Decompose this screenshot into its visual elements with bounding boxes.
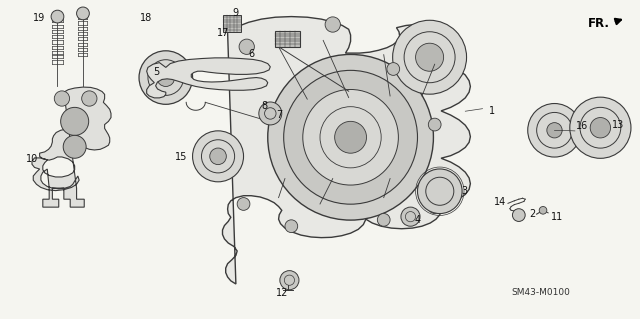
Text: 14: 14 — [494, 197, 506, 207]
Circle shape — [417, 169, 462, 213]
Circle shape — [54, 91, 70, 106]
Text: 15: 15 — [175, 152, 188, 162]
Circle shape — [325, 17, 340, 32]
Text: SM43-M0100: SM43-M0100 — [511, 288, 570, 297]
Text: 8: 8 — [261, 101, 268, 111]
FancyBboxPatch shape — [223, 15, 241, 33]
Text: 10: 10 — [26, 154, 38, 164]
Text: 6: 6 — [248, 49, 254, 59]
Text: 4: 4 — [414, 215, 420, 226]
Circle shape — [387, 63, 399, 75]
Circle shape — [303, 89, 398, 185]
Circle shape — [210, 148, 227, 165]
Text: FR.: FR. — [588, 17, 610, 30]
Text: 3: 3 — [461, 186, 468, 196]
Circle shape — [401, 207, 420, 226]
Text: 1: 1 — [489, 106, 495, 116]
Circle shape — [193, 131, 244, 182]
Text: 18: 18 — [140, 13, 152, 23]
Circle shape — [528, 104, 581, 157]
Text: 17: 17 — [217, 28, 230, 38]
Polygon shape — [147, 58, 270, 98]
Text: 13: 13 — [612, 120, 624, 130]
Text: 5: 5 — [153, 67, 159, 77]
Circle shape — [139, 51, 193, 104]
Circle shape — [82, 91, 97, 106]
Circle shape — [237, 197, 250, 210]
Circle shape — [77, 7, 90, 20]
Circle shape — [157, 69, 175, 86]
Text: 11: 11 — [550, 212, 563, 222]
Circle shape — [428, 201, 441, 213]
Circle shape — [51, 10, 64, 23]
Text: 12: 12 — [276, 288, 288, 298]
Circle shape — [335, 121, 367, 153]
Circle shape — [268, 55, 433, 220]
Circle shape — [239, 39, 254, 55]
Polygon shape — [223, 17, 470, 284]
Text: 7: 7 — [276, 110, 283, 120]
FancyBboxPatch shape — [275, 31, 300, 47]
Circle shape — [547, 122, 562, 138]
Text: 2: 2 — [529, 209, 535, 219]
Circle shape — [378, 213, 390, 226]
Circle shape — [61, 108, 89, 135]
Circle shape — [63, 135, 86, 158]
Circle shape — [284, 70, 417, 204]
Circle shape — [428, 118, 441, 131]
Text: 9: 9 — [232, 8, 238, 18]
Circle shape — [590, 117, 611, 138]
Circle shape — [393, 20, 467, 94]
Circle shape — [415, 43, 444, 71]
Circle shape — [540, 206, 547, 214]
Text: 19: 19 — [33, 13, 45, 23]
Circle shape — [570, 97, 631, 158]
Circle shape — [280, 271, 299, 290]
Polygon shape — [32, 87, 111, 207]
Text: 16: 16 — [576, 121, 588, 131]
Circle shape — [259, 102, 282, 125]
Circle shape — [513, 209, 525, 221]
Circle shape — [285, 220, 298, 233]
